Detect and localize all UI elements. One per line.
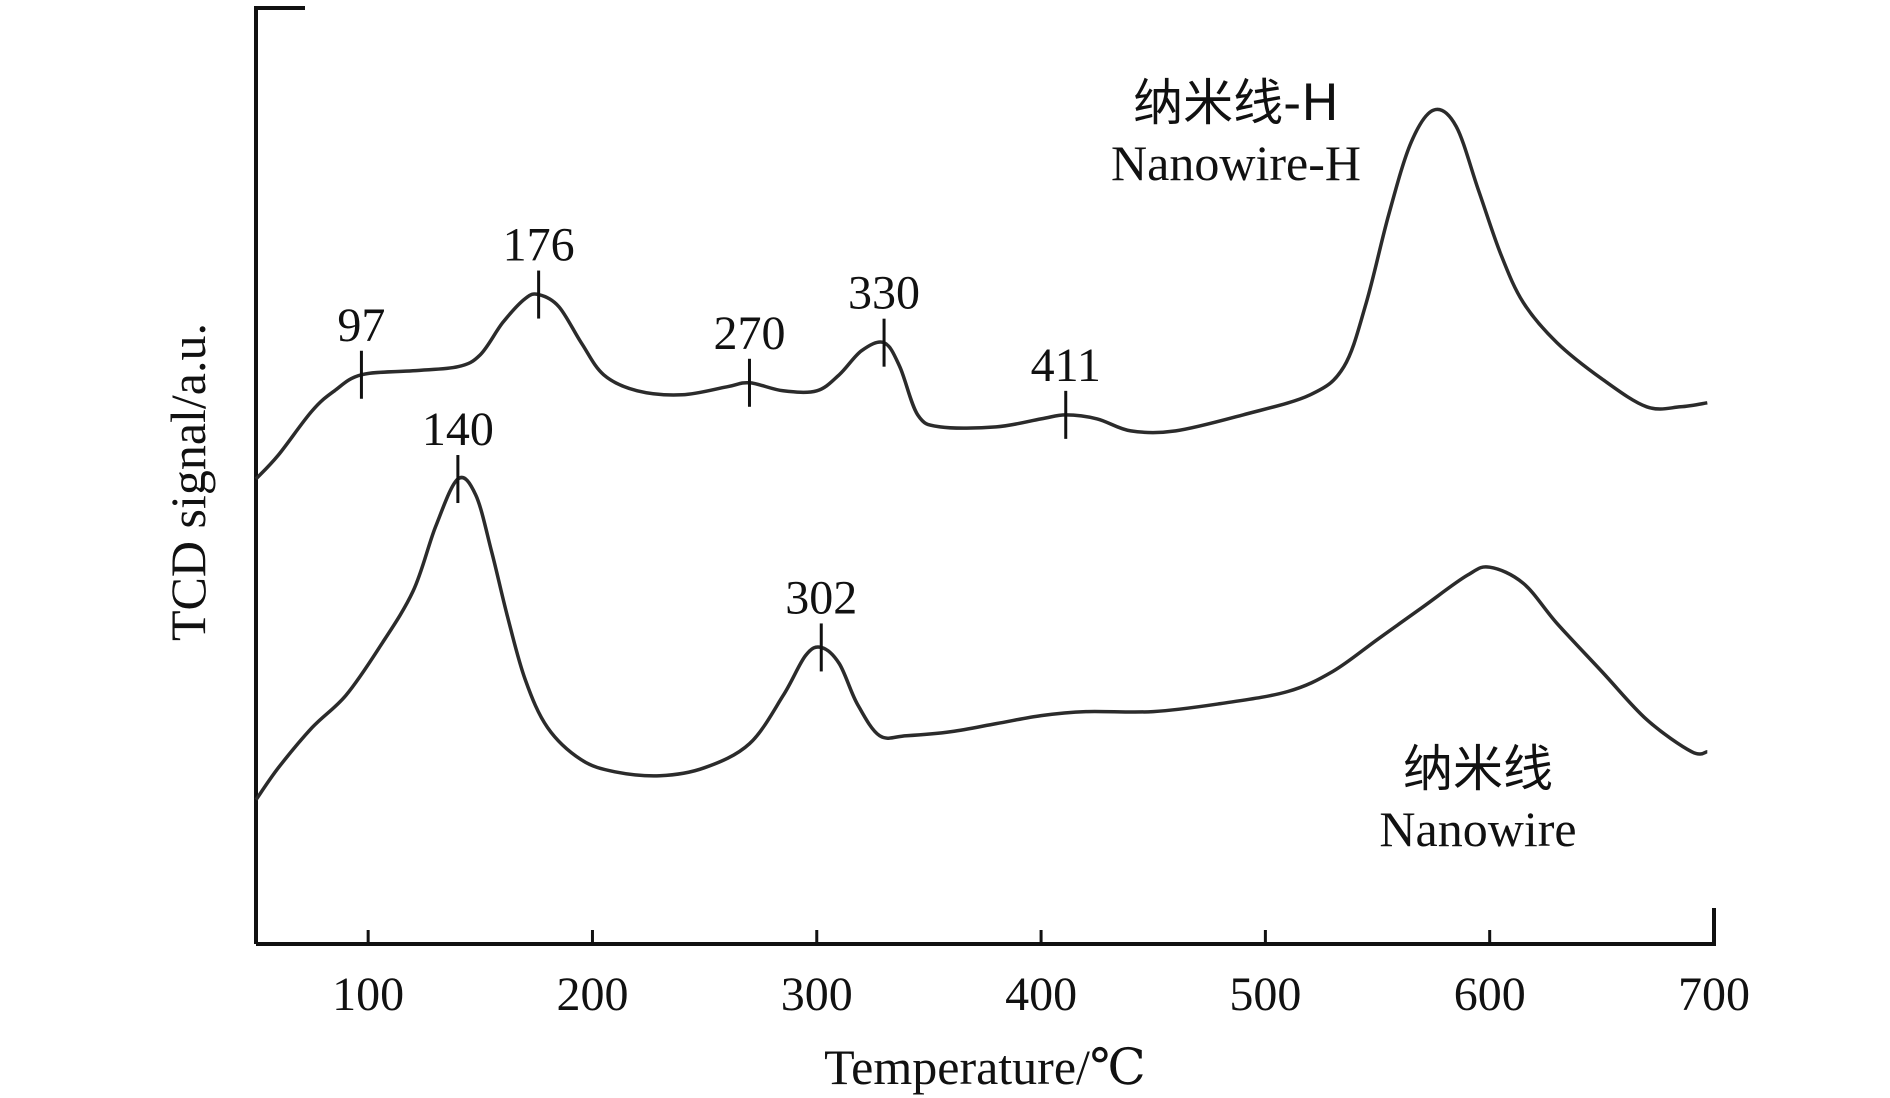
series-label-nanowire: 纳米线 Nanowire (1379, 740, 1576, 857)
peak-label-411: 411 (1031, 339, 1101, 392)
series-label-nanowire-cn: 纳米线 (1403, 740, 1553, 798)
peak-label-176: 176 (503, 219, 575, 272)
peak-label-302: 302 (785, 571, 857, 624)
peak-label-330: 330 (848, 267, 920, 320)
y-axis-line (254, 6, 305, 944)
x-axis-ticks: 100 200 300 400 500 600 700 (332, 930, 1750, 1021)
y-axis-label: TCD signal/a.u. (160, 323, 216, 641)
peak-label-270: 270 (713, 307, 785, 360)
x-tick-label-700: 700 (1678, 968, 1750, 1021)
series-label-nanowire-en: Nanowire (1379, 801, 1576, 857)
x-tick-label-400: 400 (1005, 968, 1077, 1021)
peak-label-140: 140 (422, 403, 494, 456)
x-tick-label-500: 500 (1229, 968, 1301, 1021)
series-label-nanowire-h: 纳米线-H Nanowire-H (1111, 74, 1361, 191)
x-tick-label-100: 100 (332, 968, 404, 1021)
peak-annotations: 97 176 270 330 411 140 302 (337, 219, 1101, 672)
x-tick-label-300: 300 (781, 968, 853, 1021)
series-label-nanowire-h-cn: 纳米线-H (1133, 74, 1339, 132)
x-axis-label: Temperature/℃ (824, 1039, 1146, 1095)
series-line-nanowire-h (254, 107, 1708, 481)
x-axis-line (256, 908, 1716, 946)
x-tick-label-600: 600 (1454, 968, 1526, 1021)
axes (254, 6, 1716, 946)
series-label-nanowire-h-en: Nanowire-H (1111, 135, 1361, 191)
x-tick-label-200: 200 (556, 968, 628, 1021)
peak-label-97: 97 (337, 299, 385, 352)
